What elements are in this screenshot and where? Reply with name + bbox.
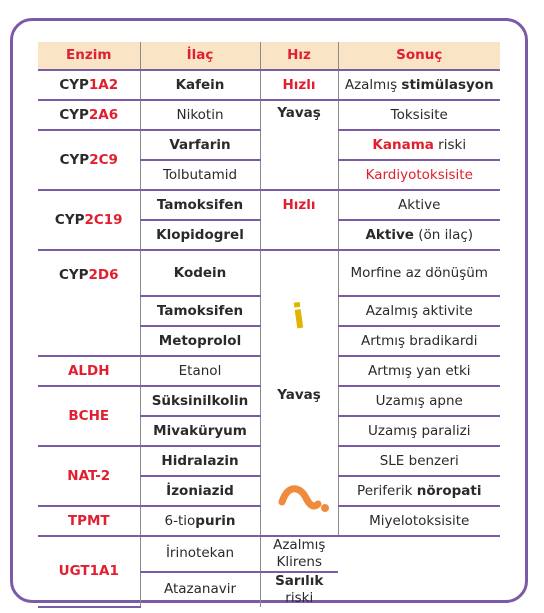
table-row: Tolbutamid Kardiyotoksisite bbox=[38, 160, 500, 191]
result-cell: Periferik nöropati bbox=[337, 476, 500, 507]
enzyme-cell: NAT-2 bbox=[38, 446, 141, 507]
result-text: Azalmış bbox=[344, 76, 402, 93]
drug-cell: İrinotekan bbox=[139, 536, 261, 573]
drug-cell: Hidralazin bbox=[139, 446, 261, 477]
table-row: NAT-2 Hidralazin SLE benzeri bbox=[38, 446, 500, 507]
drug-cell: Tamoksifen bbox=[139, 296, 261, 327]
result-text: riski bbox=[433, 136, 467, 153]
enzyme-cell: CYP2C9 bbox=[38, 130, 141, 191]
enzyme-prefix: CYP bbox=[59, 76, 89, 93]
speed-cell: Hızlı bbox=[259, 190, 339, 251]
result-emphasis: Aktive bbox=[365, 226, 414, 243]
table-row: Mivaküryum Uzamış paralizi bbox=[38, 416, 500, 447]
enzyme-prefix: CYP bbox=[58, 267, 89, 283]
enzyme-cell: CYP2C19 bbox=[38, 190, 141, 251]
result-cell: Aktive (ön ilaç) bbox=[337, 220, 500, 251]
result-cell: Toksisite bbox=[337, 100, 500, 131]
drug-cell: Süksinilkolin bbox=[139, 386, 261, 417]
result-emphasis: nöropati bbox=[416, 482, 482, 499]
pharmacogenetics-table: Enzim İlaç Hız Sonuç CYP1A2 Kafein Hızlı… bbox=[38, 42, 500, 608]
table-row: Metoprolol Artmış bradikardi bbox=[38, 326, 500, 357]
result-text: riski bbox=[285, 589, 314, 606]
enzyme-cell: ALDH bbox=[38, 356, 141, 387]
table-row: UGT1A1 İrinotekan Azalmış Klirens bbox=[38, 536, 500, 608]
result-cell: SLE benzeri bbox=[337, 446, 500, 477]
drug-emphasis: purin bbox=[195, 512, 236, 529]
table-row: CYP2A6 Nikotin Yavaş Toksisite bbox=[38, 100, 500, 191]
drug-cell: Mivaküryum bbox=[139, 416, 261, 447]
speed-cell: Hızlı bbox=[259, 70, 339, 101]
table-row: CYP2C9 Varfarin Kanama riski bbox=[38, 130, 500, 191]
result-emphasis: Kanama bbox=[372, 136, 434, 153]
result-cell: Aktive bbox=[337, 190, 500, 221]
result-emphasis: stimülasyon bbox=[401, 76, 494, 93]
result-cell: Artmış yan etki bbox=[337, 356, 500, 387]
enzyme-cell: BCHE bbox=[38, 386, 141, 447]
drug-cell: Tamoksifen bbox=[139, 190, 261, 221]
table-row: TPMT 6-tiopurin Miyelotoksisite bbox=[38, 506, 500, 537]
drug-cell: Klopidogrel bbox=[139, 220, 261, 251]
enzyme-cell: TPMT bbox=[38, 506, 141, 537]
result-cell: Kardiyotoksisite bbox=[337, 160, 500, 191]
enzyme-suffix: 2A6 bbox=[88, 106, 119, 123]
result-cell: Sarılık riski bbox=[259, 571, 338, 607]
drug-cell: 6-tiopurin bbox=[139, 506, 261, 537]
enzyme-suffix: 2D6 bbox=[88, 267, 119, 283]
drug-cell: Kodein bbox=[139, 250, 261, 297]
enzyme-suffix: 2C19 bbox=[84, 211, 123, 228]
result-text: Periferik bbox=[357, 482, 417, 499]
result-text: (ön ilaç) bbox=[413, 226, 474, 243]
result-cell: Azalmış Klirens bbox=[259, 536, 338, 573]
result-cell: Artmış bradikardi bbox=[337, 326, 500, 357]
result-cell: Uzamış paralizi bbox=[337, 416, 500, 447]
table-row: Atazanavir Sarılık riski bbox=[38, 571, 500, 607]
drug-cell: Kafein bbox=[139, 70, 261, 101]
table-row: CYP1A2 Kafein Hızlı Azalmış stimülasyon bbox=[38, 70, 500, 101]
result-cell: Morfine az dönüşüm bbox=[337, 250, 500, 297]
table-row: Klopidogrel Aktive (ön ilaç) bbox=[38, 220, 500, 251]
drug-text: 6-tio bbox=[164, 512, 196, 529]
deco-tilde-icon bbox=[278, 485, 329, 512]
deco-i-glyph: i bbox=[290, 296, 308, 338]
result-cell: Azalmış aktivite bbox=[337, 296, 500, 327]
enzyme-cell: CYP2A6 bbox=[38, 100, 141, 131]
table-row: ALDH Etanol Artmış yan etki bbox=[38, 356, 500, 387]
table-row: İzoniazid Periferik nöropati bbox=[38, 476, 500, 507]
enzyme-cell: CYP2D6 bbox=[38, 250, 141, 357]
table-row: Tamoksifen Azalmış aktivite bbox=[38, 296, 500, 327]
header-row: Enzim İlaç Hız Sonuç bbox=[38, 42, 500, 71]
deco-i-mark: i bbox=[267, 296, 332, 339]
enzyme-cell: CYP1A2 bbox=[38, 70, 141, 101]
drug-cell: Tolbutamid bbox=[139, 160, 261, 191]
header-enzim: Enzim bbox=[38, 42, 141, 71]
table-row: CYP2D6 Kodein i Yavaş Morfine az dönüşüm bbox=[38, 250, 500, 537]
enzyme-cell: UGT1A1 bbox=[38, 536, 141, 608]
enzyme-suffix: 1A2 bbox=[88, 76, 119, 93]
drug-cell: Varfarin bbox=[139, 130, 261, 161]
drug-cell: Nikotin bbox=[139, 100, 261, 131]
speed-cell-yavas: Yavaş bbox=[259, 100, 339, 191]
drug-cell: Etanol bbox=[139, 356, 261, 387]
speed-label-yavas: Yavaş bbox=[277, 386, 321, 403]
header-sonuc: Sonuç bbox=[337, 42, 500, 71]
header-ilac: İlaç bbox=[139, 42, 261, 71]
enzyme-prefix: CYP bbox=[59, 151, 90, 168]
drug-cell: Metoprolol bbox=[139, 326, 261, 357]
header-hiz: Hız bbox=[259, 42, 339, 71]
result-cell: Miyelotoksisite bbox=[337, 506, 500, 537]
enzyme-prefix: CYP bbox=[54, 211, 85, 228]
result-cell: Kanama riski bbox=[337, 130, 500, 161]
drug-cell: Atazanavir bbox=[139, 571, 261, 607]
result-cell: Uzamış apne bbox=[337, 386, 500, 417]
drug-cell: İzoniazid bbox=[139, 476, 261, 507]
result-emphasis: Sarılık bbox=[275, 572, 324, 589]
table-row: BCHE Süksinilkolin Uzamış apne bbox=[38, 386, 500, 447]
enzyme-suffix: 2C9 bbox=[89, 151, 118, 168]
enzyme-prefix: CYP bbox=[59, 106, 89, 123]
result-cell: Azalmış stimülasyon bbox=[337, 70, 500, 101]
table-row: CYP2C19 Tamoksifen Hızlı Aktive bbox=[38, 190, 500, 251]
